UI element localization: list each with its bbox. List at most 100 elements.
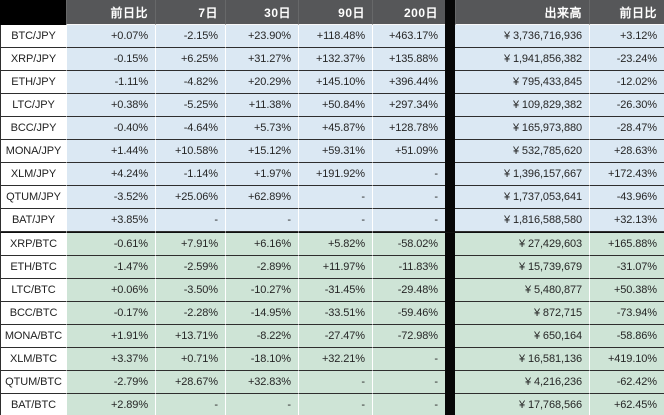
volume-cell: ¥ 1,816,588,580 (455, 209, 589, 232)
section-divider-bar (445, 256, 455, 279)
change-30d-cell: - (225, 209, 298, 232)
table-row: BTC/JPY +0.07% -2.15% +23.90% +118.48% +… (0, 25, 664, 48)
pair-cell: ETH/JPY (0, 71, 66, 94)
change-30d-cell: -10.27% (225, 279, 298, 302)
change-90d-cell: +145.10% (298, 71, 372, 94)
pair-cell: LTC/BTC (0, 279, 66, 302)
section-divider-bar (445, 140, 455, 163)
change-today-cell: +1.91% (66, 325, 155, 348)
change-200d-cell: - (372, 209, 445, 232)
section-divider-bar (445, 25, 455, 48)
section-divider-bar (445, 117, 455, 140)
pair-cell: BCC/BTC (0, 302, 66, 325)
volume-cell: ¥ 1,737,053,641 (455, 186, 589, 209)
section-divider-bar (445, 325, 455, 348)
volume-cell: ¥ 532,785,620 (455, 140, 589, 163)
change-30d-cell: +23.90% (225, 25, 298, 48)
change-today-cell: +0.38% (66, 94, 155, 117)
change-7d-cell: -2.28% (155, 302, 225, 325)
change-90d-cell: +50.84% (298, 94, 372, 117)
change-7d-cell: +25.06% (155, 186, 225, 209)
volume-change-cell: +172.43% (589, 163, 664, 186)
change-7d-cell: -4.64% (155, 117, 225, 140)
change-90d-cell: - (298, 186, 372, 209)
change-today-cell: +3.37% (66, 348, 155, 371)
change-7d-cell: +28.67% (155, 371, 225, 394)
table-row: XLM/BTC +3.37% +0.71% -18.10% +32.21% - … (0, 348, 664, 371)
pair-cell: ETH/BTC (0, 256, 66, 279)
volume-cell: ¥ 3,736,716,936 (455, 25, 589, 48)
pair-cell: QTUM/BTC (0, 371, 66, 394)
volume-change-cell: -26.30% (589, 94, 664, 117)
change-90d-cell: +32.21% (298, 348, 372, 371)
table-body: BTC/JPY +0.07% -2.15% +23.90% +118.48% +… (0, 25, 664, 415)
change-90d-cell: - (298, 209, 372, 232)
change-200d-cell: -72.98% (372, 325, 445, 348)
volume-cell: ¥ 1,396,157,667 (455, 163, 589, 186)
table-row: XRP/BTC -0.61% +7.91% +6.16% +5.82% -58.… (0, 232, 664, 256)
change-30d-cell: +20.29% (225, 71, 298, 94)
change-90d-cell: -27.47% (298, 325, 372, 348)
volume-cell: ¥ 17,768,566 (455, 394, 589, 415)
pair-cell: XLM/JPY (0, 163, 66, 186)
change-7d-cell: -1.14% (155, 163, 225, 186)
change-30d-cell: - (225, 394, 298, 415)
volume-cell: ¥ 27,429,603 (455, 232, 589, 256)
change-7d-cell: -2.15% (155, 25, 225, 48)
change-today-cell: -0.40% (66, 117, 155, 140)
change-90d-cell: -31.45% (298, 279, 372, 302)
change-30d-cell: -14.95% (225, 302, 298, 325)
change-90d-cell: +59.31% (298, 140, 372, 163)
change-today-cell: -2.79% (66, 371, 155, 394)
pair-cell: XLM/BTC (0, 348, 66, 371)
table-row: BAT/BTC +2.89% - - - - ¥ 17,768,566 +62.… (0, 394, 664, 415)
col-header-7d: 7日 (155, 0, 225, 25)
volume-cell: ¥ 15,739,679 (455, 256, 589, 279)
change-90d-cell: +118.48% (298, 25, 372, 48)
header-row: 前日比 7日 30日 90日 200日 出来高 前日比 (0, 0, 664, 25)
col-header-90d: 90日 (298, 0, 372, 25)
volume-change-cell: +3.12% (589, 25, 664, 48)
volume-cell: ¥ 1,941,856,382 (455, 48, 589, 71)
change-today-cell: +0.07% (66, 25, 155, 48)
change-7d-cell: -2.59% (155, 256, 225, 279)
section-divider-bar (445, 232, 455, 256)
volume-change-cell: -31.07% (589, 256, 664, 279)
volume-change-cell: +419.10% (589, 348, 664, 371)
change-7d-cell: -3.50% (155, 279, 225, 302)
pair-cell: BCC/JPY (0, 117, 66, 140)
change-30d-cell: +5.73% (225, 117, 298, 140)
change-200d-cell: -58.02% (372, 232, 445, 256)
col-header-volume-change: 前日比 (589, 0, 664, 25)
change-today-cell: +1.44% (66, 140, 155, 163)
change-200d-cell: -59.46% (372, 302, 445, 325)
change-7d-cell: +6.25% (155, 48, 225, 71)
change-7d-cell: - (155, 394, 225, 415)
pair-cell: QTUM/JPY (0, 186, 66, 209)
change-today-cell: -0.17% (66, 302, 155, 325)
volume-change-cell: +28.63% (589, 140, 664, 163)
change-30d-cell: -2.89% (225, 256, 298, 279)
change-today-cell: +2.89% (66, 394, 155, 415)
change-200d-cell: +463.17% (372, 25, 445, 48)
volume-change-cell: -12.02% (589, 71, 664, 94)
section-divider-bar (445, 209, 455, 232)
change-7d-cell: +0.71% (155, 348, 225, 371)
volume-change-cell: -23.24% (589, 48, 664, 71)
pair-cell: BAT/JPY (0, 209, 66, 232)
change-90d-cell: - (298, 394, 372, 415)
col-header-200d: 200日 (372, 0, 445, 25)
pair-cell: BTC/JPY (0, 25, 66, 48)
change-90d-cell: - (298, 371, 372, 394)
change-7d-cell: -5.25% (155, 94, 225, 117)
change-30d-cell: +31.27% (225, 48, 298, 71)
volume-cell: ¥ 650,164 (455, 325, 589, 348)
volume-change-cell: -58.86% (589, 325, 664, 348)
section-divider-bar (445, 163, 455, 186)
change-90d-cell: +45.87% (298, 117, 372, 140)
section-divider-bar (445, 394, 455, 415)
pair-cell: MONA/BTC (0, 325, 66, 348)
volume-cell: ¥ 795,433,845 (455, 71, 589, 94)
table-row: BCC/JPY -0.40% -4.64% +5.73% +45.87% +12… (0, 117, 664, 140)
table-row: QTUM/JPY -3.52% +25.06% +62.89% - - ¥ 1,… (0, 186, 664, 209)
